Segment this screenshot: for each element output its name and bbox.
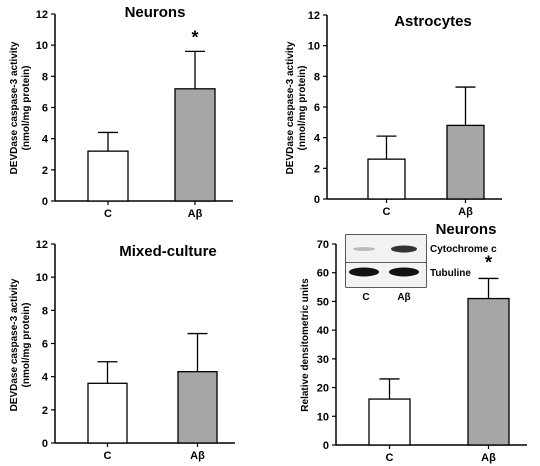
y-axis-label: Relative densitometric units: [300, 278, 311, 412]
y-tick-label: 0: [42, 196, 48, 208]
blot-lane-label: Aβ: [397, 292, 410, 303]
x-category-label: Aβ: [481, 452, 496, 464]
bar: [87, 150, 129, 202]
western-blot-inset: Cytochrome c Tubuline C Aβ: [345, 234, 497, 303]
y-tick-label: 4: [42, 134, 49, 146]
y-tick-label: 0: [323, 440, 329, 452]
blot-band: [389, 267, 419, 277]
bar: [177, 371, 218, 444]
y-tick-label: 0: [314, 194, 320, 206]
y-tick-label: 6: [42, 339, 48, 351]
y-tick-label: 8: [42, 71, 48, 83]
y-tick-label: 20: [317, 383, 329, 395]
y-tick-label: 8: [42, 305, 48, 317]
y-tick-label: 0: [42, 438, 48, 450]
y-axis-label-line2: (nmol/mg protein): [21, 66, 32, 151]
x-category-label: C: [104, 208, 112, 220]
y-tick-label: 50: [317, 296, 329, 308]
y-tick-label: 4: [314, 133, 321, 145]
chart-panel-2: 0 2 4 6 8 10 12 C Aβ Astrocytes DEVDase caspase-3 …: [285, 10, 502, 218]
y-tick-label: 2: [42, 405, 48, 417]
bar: [87, 382, 128, 444]
y-axis-label: DEVDase caspase-3 activity (nmol/mg prote…: [9, 41, 32, 174]
chart-title: Neurons: [436, 221, 497, 238]
y-tick-label: 10: [36, 40, 48, 52]
y-tick-label: 12: [308, 10, 320, 22]
y-tick-label: 6: [314, 102, 320, 114]
y-axis-label: DEVDase caspase-3 activity (nmol/mg prote…: [285, 41, 308, 174]
y-tick-label: 12: [36, 9, 48, 21]
y-axis-label-line2: (nmol/mg protein): [297, 66, 308, 151]
y-tick-label: 2: [42, 165, 48, 177]
blot-row-label: Tubuline: [430, 268, 471, 279]
y-axis-label-line1: Relative densitometric units: [300, 278, 311, 412]
x-category-label: Aβ: [190, 450, 205, 462]
chart-title: Mixed-culture: [119, 243, 217, 260]
x-category-label: Aβ: [458, 206, 473, 218]
chart-panel-1: 0 2 4 6 8 10 12 C Aβ * Neurons DEVDase caspase-3 ac…: [9, 4, 233, 220]
blot-band: [353, 247, 375, 251]
y-tick-label: 30: [317, 354, 329, 366]
y-tick-label: 10: [308, 41, 320, 53]
y-tick-label: 70: [317, 239, 329, 251]
bar: [467, 297, 510, 446]
bar: [368, 398, 411, 446]
y-tick-label: 8: [314, 71, 320, 83]
y-axis-label-line1: DEVDase caspase-3 activity: [9, 41, 20, 174]
y-tick-label: 10: [317, 411, 329, 423]
bar: [446, 124, 485, 200]
y-tick-label: 4: [42, 372, 49, 384]
chart-panel-4: 0 10 20 30 40 50 60 70 C Aβ * Neurons Relative densi…: [300, 221, 527, 464]
blot-band: [391, 245, 417, 253]
y-tick-label: 12: [36, 239, 48, 251]
chart-title: Astrocytes: [394, 13, 472, 30]
y-axis-label: DEVDase caspase-3 activity (nmol/mg prote…: [9, 278, 32, 411]
chart-panel-3: 0 2 4 6 8 10 12 C Aβ Mixed-culture DEVDase caspase…: [9, 239, 235, 462]
y-tick-label: 10: [36, 272, 48, 284]
y-axis-label-line2: (nmol/mg protein): [21, 303, 32, 388]
y-tick-label: 40: [317, 325, 329, 337]
x-category-label: Aβ: [188, 208, 203, 220]
blot-lane-label: C: [362, 292, 369, 303]
y-axis-label-line1: DEVDase caspase-3 activity: [285, 41, 296, 174]
x-category-label: C: [104, 450, 112, 462]
x-category-label: C: [386, 452, 394, 464]
blot-row-label: Cytochrome c: [430, 244, 497, 255]
significance-marker: *: [485, 252, 492, 272]
y-axis-label-line1: DEVDase caspase-3 activity: [9, 278, 20, 411]
y-tick-label: 60: [317, 268, 329, 280]
bar: [174, 88, 216, 202]
bar: [367, 158, 406, 200]
y-tick-label: 6: [42, 103, 48, 115]
x-category-label: C: [383, 206, 391, 218]
y-tick-label: 2: [314, 163, 320, 175]
blot-band: [349, 267, 379, 277]
chart-title: Neurons: [125, 4, 186, 21]
significance-marker: *: [191, 27, 198, 47]
